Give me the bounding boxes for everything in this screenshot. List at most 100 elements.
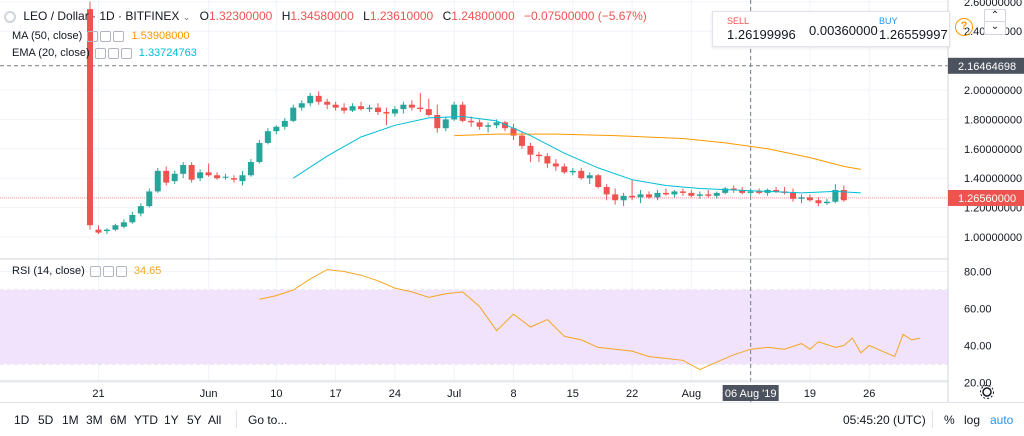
eye-icon[interactable] bbox=[87, 30, 99, 42]
candle bbox=[840, 185, 847, 202]
percent-toggle[interactable]: % bbox=[944, 413, 955, 427]
candle bbox=[366, 104, 373, 113]
candle bbox=[544, 153, 551, 168]
scroll-down-icon[interactable]: ⌄ bbox=[984, 21, 1006, 35]
candle-body bbox=[425, 109, 432, 115]
range-5y[interactable]: 5Y bbox=[187, 413, 202, 427]
range-1m[interactable]: 1M bbox=[62, 413, 79, 427]
symbol-header[interactable]: LEO / Dollar · 1D · BITFINEX ⌄ O1.323000… bbox=[4, 9, 647, 23]
candle bbox=[451, 101, 458, 121]
candle bbox=[510, 123, 517, 140]
candle bbox=[273, 125, 280, 135]
candle bbox=[552, 159, 559, 171]
time-tick-label: 21 bbox=[92, 388, 104, 400]
sell-label: SELL bbox=[727, 16, 750, 26]
candle bbox=[722, 187, 729, 195]
candle-body bbox=[595, 175, 602, 188]
goto-button[interactable]: Go to... bbox=[248, 413, 288, 427]
ema-legend[interactable]: EMA (20, close) 1.33724763 bbox=[12, 47, 197, 59]
candle bbox=[815, 197, 822, 207]
candle-body bbox=[510, 128, 517, 136]
eye-icon[interactable] bbox=[89, 265, 101, 277]
price-tick-label: 2.60000000 bbox=[964, 0, 1022, 9]
time-tick-label: Jul bbox=[447, 388, 461, 400]
candle-body bbox=[527, 145, 534, 155]
buy-button[interactable]: BUY 1.26559997 bbox=[873, 12, 948, 46]
gear-icon[interactable] bbox=[100, 30, 112, 42]
rsi-legend[interactable]: RSI (14, close) 34.65 bbox=[12, 265, 161, 277]
auto-toggle[interactable]: auto bbox=[990, 413, 1014, 427]
range-5d[interactable]: 5D bbox=[38, 413, 54, 427]
candle bbox=[764, 188, 771, 196]
candle bbox=[358, 101, 365, 111]
range-ytd[interactable]: YTD bbox=[134, 413, 158, 427]
close-icon[interactable] bbox=[115, 265, 127, 277]
candle-body bbox=[341, 107, 348, 111]
candle-body bbox=[671, 191, 678, 195]
candle bbox=[137, 203, 144, 217]
candle bbox=[578, 167, 585, 180]
candle bbox=[535, 151, 542, 163]
close-icon[interactable] bbox=[120, 47, 132, 59]
candle-body bbox=[154, 170, 161, 192]
candle bbox=[264, 128, 271, 145]
candle bbox=[832, 184, 839, 204]
clock-time[interactable]: 05:45:20 (UTC) bbox=[843, 413, 926, 427]
ema-legend-value: 1.33724763 bbox=[138, 47, 197, 59]
candle bbox=[197, 169, 204, 182]
candle-body bbox=[561, 166, 568, 173]
range-3m[interactable]: 3M bbox=[86, 413, 103, 427]
trade-widget: SELL 1.26199996 0.00360000 BUY 1.2655999… bbox=[712, 11, 950, 47]
candle bbox=[696, 191, 703, 199]
candle-body bbox=[535, 154, 542, 157]
candle-body bbox=[662, 192, 669, 195]
rsi-tick-labels: 80.00 60.00 40.00 20.00 bbox=[964, 267, 992, 390]
close-value: 1.24800000 bbox=[451, 9, 515, 23]
range-1d[interactable]: 1D bbox=[14, 413, 30, 427]
candle-body bbox=[713, 192, 720, 196]
candle bbox=[612, 188, 619, 205]
candle-body bbox=[290, 107, 297, 121]
candle-body bbox=[129, 214, 136, 223]
candle bbox=[629, 179, 636, 201]
candle bbox=[713, 191, 720, 199]
gear-icon[interactable] bbox=[102, 265, 114, 277]
range-all[interactable]: All bbox=[208, 413, 222, 427]
range-1y[interactable]: 1Y bbox=[164, 413, 179, 427]
sell-button[interactable]: SELL 1.26199996 bbox=[713, 12, 798, 46]
question-icon[interactable]: ? bbox=[955, 18, 973, 36]
candle bbox=[180, 162, 187, 179]
candle-body bbox=[586, 175, 593, 179]
candle-body bbox=[256, 142, 263, 163]
candle-body bbox=[332, 104, 339, 108]
ma-line bbox=[454, 133, 861, 170]
time-tick-label: 17 bbox=[330, 388, 342, 400]
range-6m[interactable]: 6M bbox=[110, 413, 127, 427]
rsi-legend-label: RSI (14, close) bbox=[12, 265, 85, 277]
close-icon[interactable] bbox=[113, 30, 125, 42]
candle-body bbox=[679, 191, 686, 193]
candle bbox=[171, 170, 178, 185]
settings-gear-icon[interactable] bbox=[980, 385, 994, 399]
ma-legend[interactable]: MA (50, close) 1.53908000 bbox=[12, 30, 190, 42]
toolbar-divider bbox=[932, 410, 933, 428]
gear-icon[interactable] bbox=[107, 47, 119, 59]
candle-body bbox=[417, 107, 424, 110]
candles[interactable] bbox=[87, 1, 847, 235]
candle-body bbox=[722, 188, 729, 193]
rsi-tick-label: 80.00 bbox=[964, 267, 992, 279]
candle bbox=[637, 189, 644, 204]
candle bbox=[654, 189, 661, 201]
candle bbox=[324, 98, 331, 110]
chevron-down-icon[interactable]: ⌄ bbox=[182, 12, 191, 22]
candle-body bbox=[688, 192, 695, 196]
candle bbox=[468, 116, 475, 127]
candle-body bbox=[222, 176, 229, 178]
eye-icon[interactable] bbox=[94, 47, 106, 59]
candle-body bbox=[747, 191, 754, 193]
candle bbox=[603, 184, 610, 201]
candle-body bbox=[264, 131, 271, 143]
candle-body bbox=[188, 164, 195, 180]
log-toggle[interactable]: log bbox=[964, 413, 981, 427]
